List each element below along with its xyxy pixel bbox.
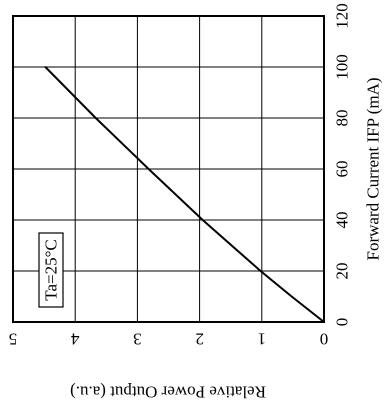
x-tick-label: 0 xyxy=(333,318,352,327)
x-tick-label: 120 xyxy=(333,3,352,29)
plot-frame xyxy=(12,15,325,323)
data-point xyxy=(290,295,293,298)
y-tick-label: 3 xyxy=(133,330,142,349)
data-point xyxy=(147,168,150,170)
x-tick-labels: 0 20 40 60 80 100 120 xyxy=(333,3,352,326)
grid xyxy=(13,16,324,322)
series-layer xyxy=(44,66,325,323)
y-tick-label: 1 xyxy=(258,330,267,349)
y-tick-label: 2 xyxy=(195,330,204,349)
y-tick-label: 5 xyxy=(9,330,18,349)
x-tick-label: 40 xyxy=(333,212,352,229)
x-tick-label: 100 xyxy=(333,54,352,80)
y-axis-label: Relative Power Output (a.u.) xyxy=(70,383,266,402)
y-tick-label: 4 xyxy=(70,330,79,349)
x-tick-label: 60 xyxy=(333,161,352,178)
annotation-label: Ta=25°C xyxy=(42,239,61,300)
data-point xyxy=(44,66,47,68)
x-axis-label: Forward Current IFP (mA) xyxy=(364,77,383,260)
data-point xyxy=(201,219,204,221)
series-line xyxy=(44,66,325,323)
y-tick-label: 0 xyxy=(320,330,329,349)
x-tick-label: 20 xyxy=(333,263,352,280)
annotation-box: Ta=25°C xyxy=(38,232,64,308)
x-tick-label: 80 xyxy=(333,110,352,127)
data-point xyxy=(94,117,97,119)
y-tick-labels: 0 1 2 3 4 5 xyxy=(9,330,329,349)
data-point xyxy=(259,270,262,272)
